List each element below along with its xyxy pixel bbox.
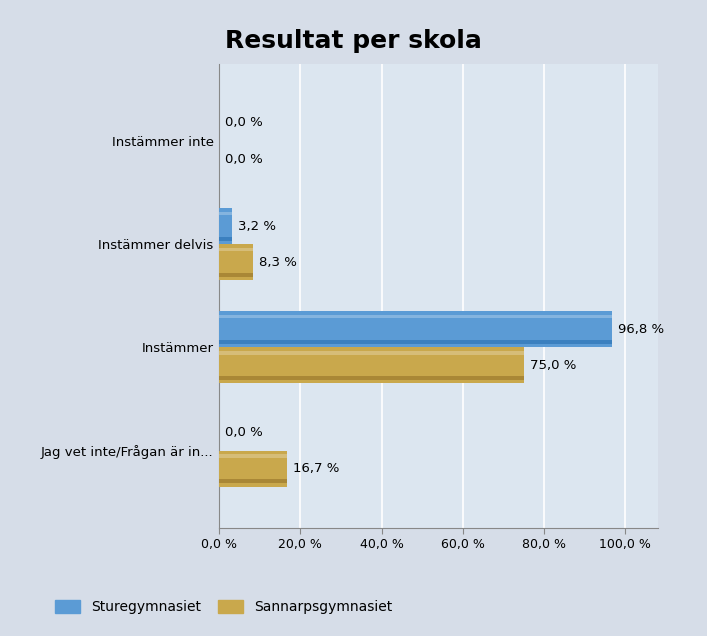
Text: 0,0 %: 0,0 % (226, 116, 263, 129)
Bar (219, 479, 287, 483)
Text: 96,8 %: 96,8 % (618, 323, 665, 336)
Bar (219, 212, 232, 215)
Text: 3,2 %: 3,2 % (238, 219, 276, 233)
Bar (219, 376, 524, 380)
Text: 0,0 %: 0,0 % (226, 153, 263, 165)
Bar (219, 273, 253, 277)
Bar (219, 340, 612, 344)
Bar (219, 351, 524, 354)
Text: 75,0 %: 75,0 % (530, 359, 576, 372)
Text: 0,0 %: 0,0 % (226, 426, 263, 439)
Text: Resultat per skola: Resultat per skola (225, 29, 482, 53)
Bar (219, 311, 612, 347)
Bar (219, 244, 253, 280)
Text: 8,3 %: 8,3 % (259, 256, 297, 268)
Bar (219, 450, 287, 487)
Bar (219, 315, 612, 319)
Legend: Sturegymnasiet, Sannarpsgymnasiet: Sturegymnasiet, Sannarpsgymnasiet (49, 594, 397, 619)
Bar (219, 347, 524, 384)
Bar (219, 208, 232, 244)
Bar (219, 248, 253, 251)
Bar (219, 454, 287, 458)
Bar (219, 237, 232, 241)
Text: 16,7 %: 16,7 % (293, 462, 339, 475)
